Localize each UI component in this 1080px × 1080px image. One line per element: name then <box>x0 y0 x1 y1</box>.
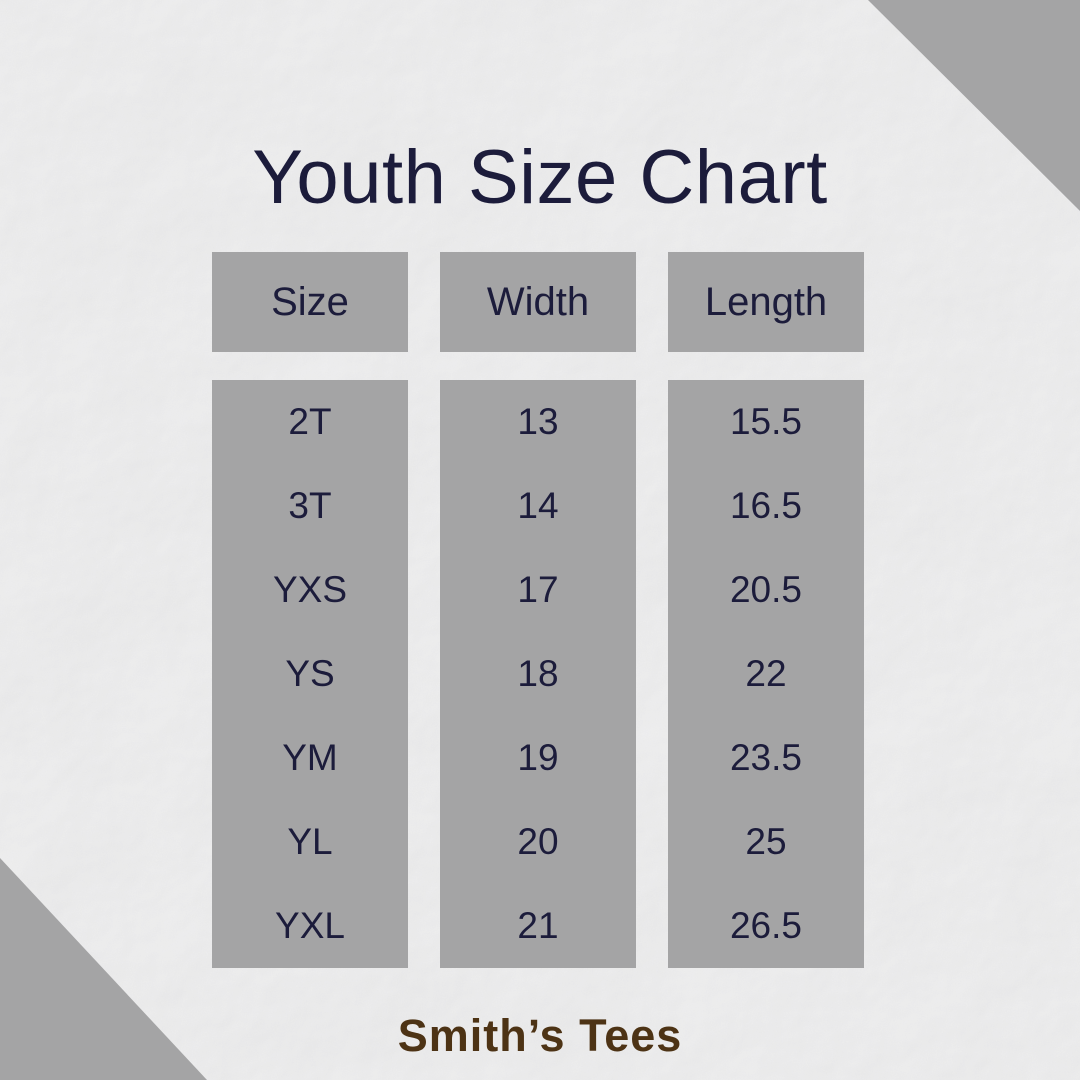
page-title: Youth Size Chart <box>252 134 828 220</box>
width-cell: 18 <box>517 653 559 694</box>
column-body-width: 13 14 17 18 19 20 21 <box>440 380 636 968</box>
size-cell: YS <box>285 653 335 694</box>
length-cell: 15.5 <box>729 401 802 442</box>
width-cell: 19 <box>517 737 559 778</box>
column-body-size: 2T 3T YXS YS YM YL YXL <box>212 380 408 968</box>
table-column-size: Size 2T 3T YXS YS YM YL YXL <box>212 252 408 968</box>
table-column-width: Width 13 14 17 18 19 20 21 <box>440 252 636 968</box>
length-cell: 16.5 <box>729 485 802 526</box>
size-cell: 2T <box>288 401 332 442</box>
length-cell: 22 <box>745 653 787 694</box>
brand-name: Smith’s Tees <box>397 1010 683 1061</box>
width-cell: 13 <box>517 401 559 442</box>
size-cell: YXL <box>275 905 345 946</box>
width-cell: 20 <box>517 821 559 862</box>
size-table: Size 2T 3T YXS YS YM YL YXL Width 13 14 … <box>212 252 864 968</box>
width-cell: 21 <box>517 905 559 946</box>
length-cell: 23.5 <box>729 737 802 778</box>
column-header-length: Length <box>668 252 864 352</box>
length-cell: 25 <box>745 821 787 862</box>
length-cell: 26.5 <box>729 905 802 946</box>
table-column-length: Length 15.5 16.5 20.5 22 23.5 25 26.5 <box>668 252 864 968</box>
length-cell: 20.5 <box>729 569 802 610</box>
size-cell: YL <box>287 821 333 862</box>
width-cell: 17 <box>517 569 559 610</box>
size-cell: 3T <box>288 485 332 526</box>
width-cell: 14 <box>517 485 559 526</box>
column-body-length: 15.5 16.5 20.5 22 23.5 25 26.5 <box>668 380 864 968</box>
column-header-width: Width <box>440 252 636 352</box>
column-header-size: Size <box>212 252 408 352</box>
size-cell: YXS <box>272 569 348 610</box>
size-cell: YM <box>282 737 338 778</box>
